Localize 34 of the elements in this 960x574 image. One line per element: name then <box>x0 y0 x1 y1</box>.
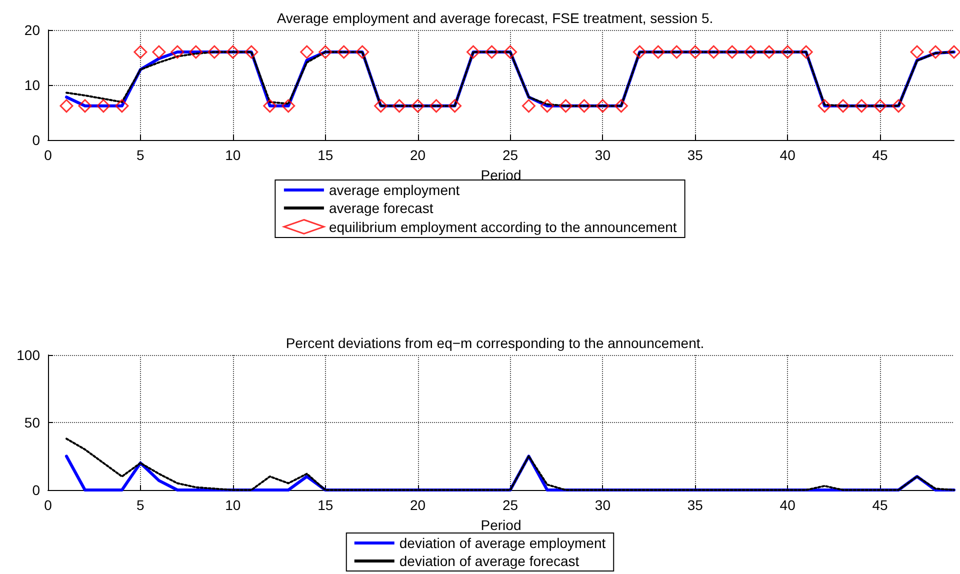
x-tick-label: 0 <box>44 497 52 513</box>
x-tick-label: 45 <box>872 497 888 513</box>
x-tick-label: 40 <box>780 497 796 513</box>
x-tick-label: 40 <box>780 147 796 163</box>
y-tick-label: 20 <box>24 22 40 38</box>
x-tick-label: 20 <box>410 147 426 163</box>
legend-label: deviation of average employment <box>399 535 606 551</box>
x-tick-label: 10 <box>225 497 241 513</box>
x-tick-label: 25 <box>502 497 518 513</box>
x-tick-label: 25 <box>502 147 518 163</box>
y-tick-label: 50 <box>24 414 40 430</box>
legend-label: average employment <box>328 182 460 198</box>
x-tick-label: 5 <box>136 497 145 513</box>
y-tick-label: 0 <box>32 132 40 148</box>
y-tick-label: 0 <box>32 482 40 498</box>
y-tick-label: 10 <box>24 77 40 93</box>
legend-label: deviation of average forecast <box>399 553 580 569</box>
legend-label: average forecast <box>328 200 434 216</box>
x-tick-label: 45 <box>872 147 888 163</box>
x-axis-title: Period <box>480 517 522 533</box>
x-tick-label: 30 <box>594 497 611 513</box>
x-tick-label: 5 <box>136 147 145 163</box>
x-tick-label: 35 <box>687 147 704 163</box>
x-tick-label: 15 <box>318 147 334 163</box>
x-tick-label: 30 <box>594 147 611 163</box>
x-tick-label: 10 <box>225 147 241 163</box>
x-tick-label: 35 <box>687 497 704 513</box>
legend-label: equilibrium employment according to the announcement <box>328 218 677 235</box>
chart-title: Average employment and average forecast, FSE treatment, session 5. <box>276 10 714 26</box>
chart-title: Percent deviations from eq−m corresponding to the announcement. <box>286 335 704 351</box>
x-tick-label: 20 <box>410 497 426 513</box>
y-tick-label: 100 <box>16 347 40 363</box>
x-tick-label: 0 <box>44 147 52 163</box>
x-tick-label: 15 <box>318 497 334 513</box>
